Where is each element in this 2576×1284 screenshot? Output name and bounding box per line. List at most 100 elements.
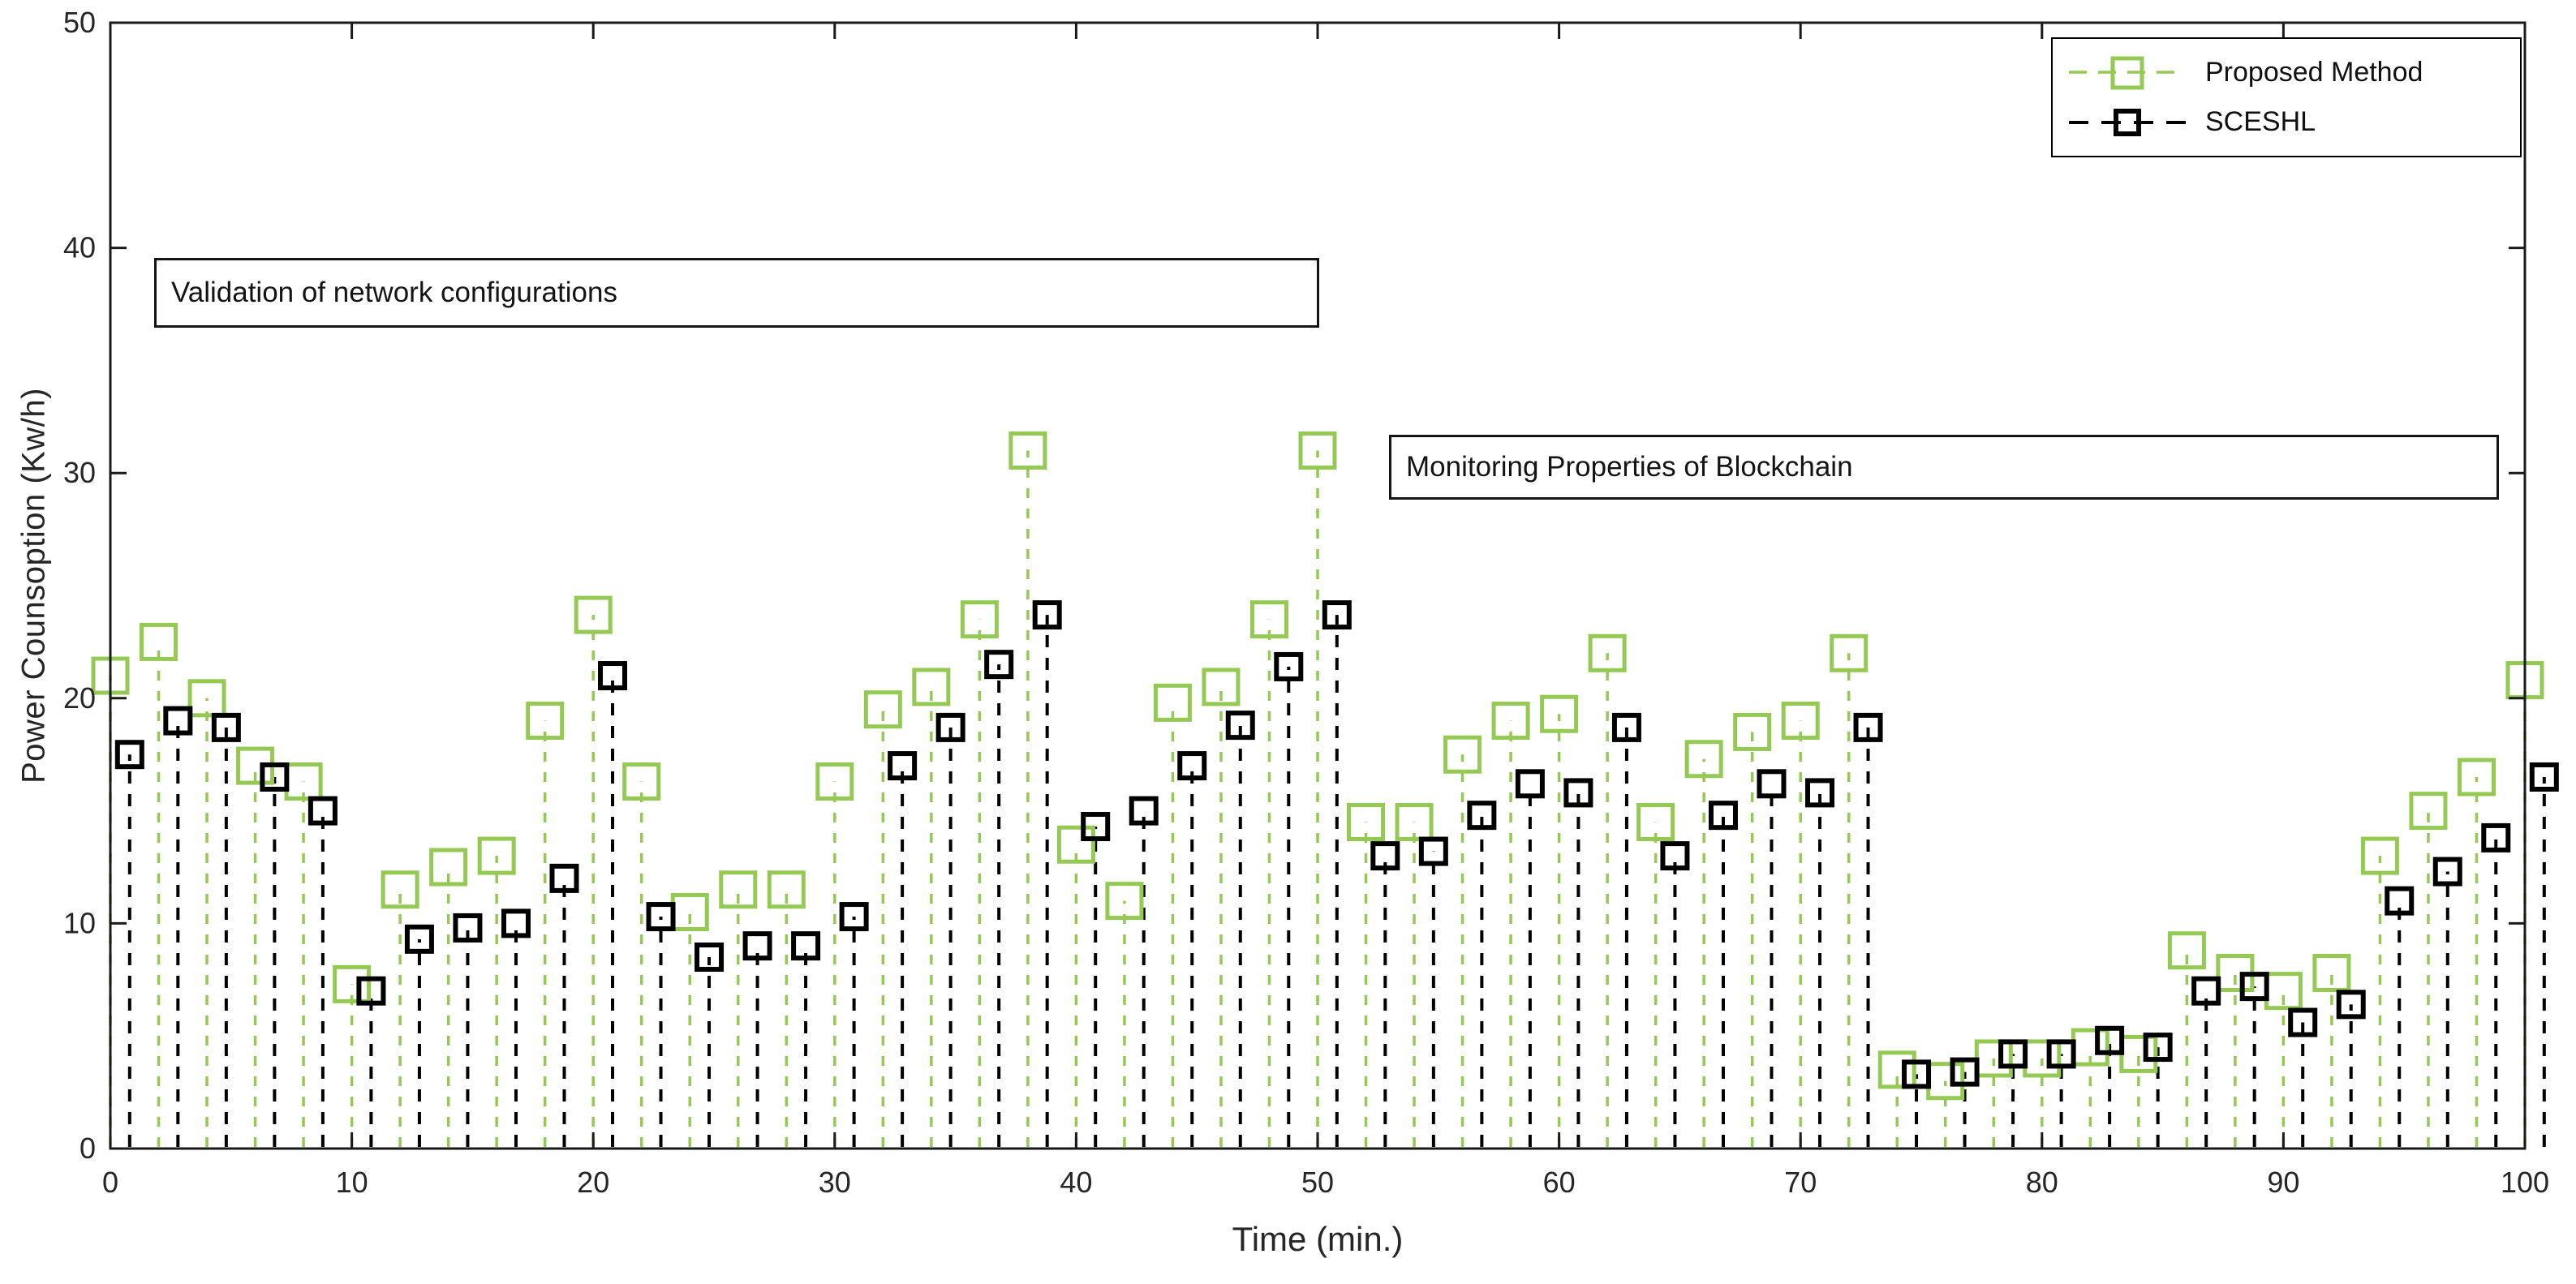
annotation-validation-box: Validation of network configurations bbox=[154, 258, 1319, 328]
marker bbox=[695, 943, 725, 973]
y-axis-label: Power Counsoption (Kw/h) bbox=[15, 388, 52, 784]
marker bbox=[719, 870, 758, 909]
marker bbox=[839, 902, 869, 932]
marker bbox=[1298, 431, 1337, 470]
marker bbox=[2312, 953, 2351, 992]
x-tick-label: 70 bbox=[1784, 1166, 1817, 1199]
marker bbox=[1853, 712, 1883, 742]
marker bbox=[1153, 683, 1192, 722]
marker bbox=[1684, 740, 1723, 779]
marker bbox=[598, 661, 628, 691]
marker bbox=[429, 848, 468, 887]
marker bbox=[1515, 769, 1545, 799]
y-tick-label: 20 bbox=[63, 681, 96, 715]
marker bbox=[1249, 600, 1288, 639]
marker bbox=[1322, 600, 1352, 630]
marker bbox=[888, 751, 918, 781]
marker bbox=[1491, 702, 1530, 741]
marker bbox=[2385, 886, 2415, 916]
marker bbox=[1830, 633, 1869, 672]
marker bbox=[404, 924, 434, 954]
x-tick-label: 0 bbox=[102, 1166, 118, 1199]
legend-label-proposed-method: Proposed Method bbox=[2205, 56, 2423, 88]
marker bbox=[2239, 972, 2269, 1002]
y-axis-ticks: 0 10 20 30 40 50 bbox=[63, 6, 2525, 1165]
marker bbox=[2481, 822, 2511, 852]
y-tick-label: 30 bbox=[63, 456, 96, 489]
marker bbox=[356, 976, 386, 1006]
marker bbox=[140, 622, 178, 661]
marker bbox=[1805, 778, 1835, 808]
marker bbox=[453, 913, 483, 943]
marker bbox=[260, 762, 290, 792]
x-tick-label: 100 bbox=[2501, 1166, 2549, 1199]
marker bbox=[1129, 796, 1159, 826]
marker bbox=[1008, 431, 1047, 470]
marker bbox=[1781, 702, 1820, 741]
marker bbox=[960, 600, 999, 639]
marker bbox=[935, 712, 965, 742]
x-tick-label: 60 bbox=[1543, 1166, 1576, 1199]
annotation-monitoring-box: Monitoring Properties of Blockchain bbox=[1389, 435, 2499, 500]
marker bbox=[1225, 711, 1255, 741]
marker bbox=[1056, 825, 1095, 864]
marker bbox=[1081, 812, 1111, 842]
marker bbox=[1274, 651, 1304, 681]
marker bbox=[863, 690, 902, 729]
marker bbox=[2409, 792, 2448, 831]
marker bbox=[984, 650, 1014, 680]
marker bbox=[211, 712, 241, 742]
marker bbox=[381, 870, 419, 909]
marker bbox=[1998, 1039, 2028, 1069]
marker bbox=[2457, 758, 2496, 797]
annotation-validation-text: Validation of network configurations bbox=[171, 277, 617, 308]
marker bbox=[767, 870, 806, 909]
proposed-method-sample-icon bbox=[2069, 56, 2186, 90]
marker bbox=[163, 706, 193, 736]
marker bbox=[1370, 841, 1400, 871]
marker bbox=[1636, 802, 1675, 841]
x-tick-label: 50 bbox=[1301, 1166, 1334, 1199]
marker bbox=[791, 931, 821, 961]
marker bbox=[1105, 882, 1144, 921]
marker bbox=[2167, 931, 2206, 970]
marker bbox=[1418, 836, 1448, 866]
legend-label-sceshl: SCESHL bbox=[2205, 106, 2316, 138]
x-tick-label: 10 bbox=[336, 1166, 368, 1199]
marker bbox=[1347, 802, 1386, 841]
x-tick-label: 30 bbox=[819, 1166, 851, 1199]
marker bbox=[1540, 694, 1579, 733]
marker bbox=[622, 762, 661, 801]
marker bbox=[187, 679, 226, 718]
legend-item-proposed-method: Proposed Method bbox=[2053, 49, 2520, 95]
stems-sceshl bbox=[127, 615, 2546, 1147]
x-axis-label: Time (min.) bbox=[1232, 1220, 1404, 1258]
x-axis-ticks: 0 10 20 30 40 50 60 70 80 90 100 bbox=[102, 23, 2549, 1199]
marker bbox=[1877, 1050, 1916, 1089]
marker bbox=[1202, 668, 1241, 706]
marker bbox=[1950, 1057, 1980, 1087]
x-tick-label: 40 bbox=[1060, 1166, 1092, 1199]
marker bbox=[1443, 735, 1482, 774]
marker bbox=[114, 740, 144, 770]
annotation-monitoring-text: Monitoring Properties of Blockchain bbox=[1406, 451, 1853, 483]
x-tick-label: 90 bbox=[2267, 1166, 2299, 1199]
marker bbox=[1611, 712, 1641, 742]
marker bbox=[2095, 1025, 2125, 1055]
marker bbox=[1563, 778, 1593, 808]
marker bbox=[646, 902, 676, 932]
marker bbox=[1902, 1059, 1932, 1089]
marker bbox=[333, 964, 372, 1003]
marker bbox=[2046, 1039, 2076, 1069]
marker bbox=[1757, 769, 1787, 799]
marker bbox=[2529, 762, 2559, 792]
marker bbox=[912, 668, 951, 706]
markers-proposed-method bbox=[91, 431, 2544, 1101]
marker bbox=[2336, 990, 2366, 1020]
marker bbox=[2143, 1033, 2173, 1063]
marker bbox=[2191, 976, 2221, 1006]
marker bbox=[1032, 600, 1062, 630]
marker bbox=[742, 931, 772, 961]
